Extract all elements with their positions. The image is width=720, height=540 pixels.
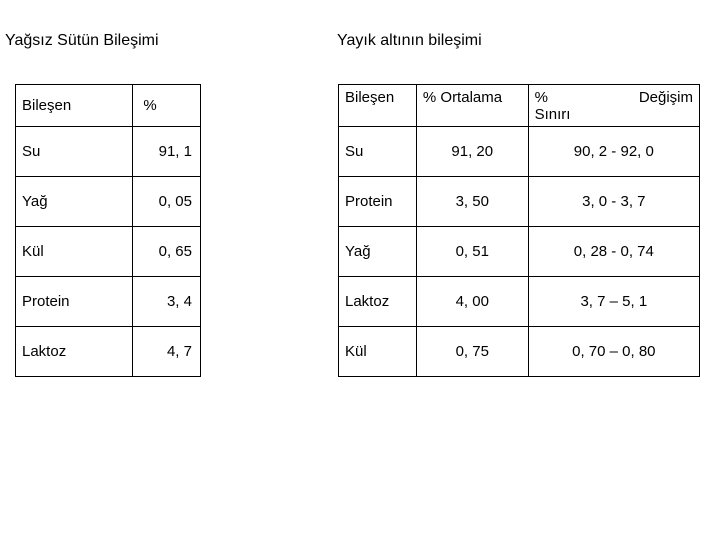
cell-percent: 0, 65: [133, 227, 201, 277]
cell-percent: 91, 1: [133, 127, 201, 177]
cell-component: Laktoz: [16, 327, 133, 377]
column-header-percent: %: [133, 85, 201, 127]
table-header-row: Bileşen %: [16, 85, 201, 127]
header-range-word1: %: [535, 89, 548, 106]
table-row: Laktoz 4, 00 3, 7 – 5, 1: [339, 277, 700, 327]
cell-component: Protein: [339, 177, 417, 227]
cell-percent: 3, 4: [133, 277, 201, 327]
cell-component: Yağ: [339, 227, 417, 277]
table-row: Kül 0, 75 0, 70 – 0, 80: [339, 327, 700, 377]
cell-range: 3, 7 – 5, 1: [528, 277, 699, 327]
cell-component: Su: [16, 127, 133, 177]
table-row: Su 91, 1: [16, 127, 201, 177]
column-header-component: Bileşen: [339, 85, 417, 127]
cell-component: Protein: [16, 277, 133, 327]
cell-component: Su: [339, 127, 417, 177]
table-row: Protein 3, 4: [16, 277, 201, 327]
left-table-title: Yağsız Sütün Bileşimi: [5, 32, 159, 50]
cell-component: Kül: [16, 227, 133, 277]
cell-average: 0, 75: [416, 327, 528, 377]
table-row: Protein 3, 50 3, 0 - 3, 7: [339, 177, 700, 227]
cell-average: 3, 50: [416, 177, 528, 227]
cell-component: Kül: [339, 327, 417, 377]
table-row: Yağ 0, 51 0, 28 - 0, 74: [339, 227, 700, 277]
column-header-component: Bileşen: [16, 85, 133, 127]
cell-range: 0, 70 – 0, 80: [528, 327, 699, 377]
cell-range: 3, 0 - 3, 7: [528, 177, 699, 227]
cell-component: Laktoz: [339, 277, 417, 327]
right-table-title: Yayık altının bileşimi: [337, 32, 482, 50]
header-range-line2: Sınırı: [535, 106, 693, 123]
cell-percent: 0, 05: [133, 177, 201, 227]
cell-range: 0, 28 - 0, 74: [528, 227, 699, 277]
column-header-range: % Değişim Sınırı: [528, 85, 699, 127]
cell-average: 4, 00: [416, 277, 528, 327]
table-row: Laktoz 4, 7: [16, 327, 201, 377]
right-composition-table: Bileşen % Ortalama % Değişim Sınırı Su 9…: [338, 84, 700, 377]
cell-average: 0, 51: [416, 227, 528, 277]
cell-average: 91, 20: [416, 127, 528, 177]
header-range-word2: Değişim: [639, 89, 693, 106]
table-row: Kül 0, 65: [16, 227, 201, 277]
table-row: Yağ 0, 05: [16, 177, 201, 227]
cell-component: Yağ: [16, 177, 133, 227]
column-header-average: % Ortalama: [416, 85, 528, 127]
cell-percent: 4, 7: [133, 327, 201, 377]
cell-range: 90, 2 - 92, 0: [528, 127, 699, 177]
table-header-row: Bileşen % Ortalama % Değişim Sınırı: [339, 85, 700, 127]
table-row: Su 91, 20 90, 2 - 92, 0: [339, 127, 700, 177]
left-composition-table: Bileşen % Su 91, 1 Yağ 0, 05 Kül 0, 65 P…: [15, 84, 201, 377]
